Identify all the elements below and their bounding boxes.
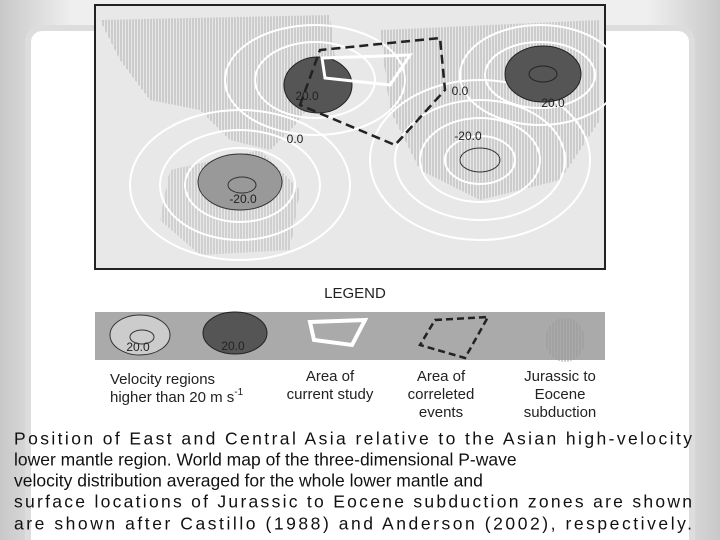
- legend-text: Eocene: [535, 386, 586, 403]
- contour-label: 0.0: [287, 132, 304, 146]
- map: [94, 4, 621, 270]
- swatch-label: 20.0: [126, 340, 150, 354]
- legend-text: subduction: [524, 404, 597, 421]
- caption-line: lower mantle region. World map of the th…: [14, 450, 517, 470]
- legend: LEGEND 20.0 20.0 Velocity regions higher…: [95, 270, 605, 422]
- contour-label: -20.0: [229, 192, 257, 206]
- contour-labels: 20.0 0.0 20.0 0.0 -20.0 -20.0: [229, 84, 565, 206]
- legend-text: higher than 20 m s: [110, 389, 234, 406]
- caption-line: surface locations of Jurassic to Eocene …: [14, 492, 692, 512]
- legend-title: LEGEND: [324, 285, 386, 302]
- caption-line: are shown after Castillo (1988) and Ande…: [14, 514, 692, 534]
- caption: Position of East and Central Asia relati…: [14, 429, 692, 534]
- legend-text: Velocity regions: [110, 371, 215, 388]
- contour-label: -20.0: [454, 129, 482, 143]
- legend-text: Area of: [417, 368, 466, 385]
- contour-label: 20.0: [295, 89, 319, 103]
- contour-label: 20.0: [541, 96, 565, 110]
- legend-text: Area of: [306, 368, 355, 385]
- legend-text: events: [419, 404, 463, 421]
- caption-line: velocity distribution averaged for the w…: [14, 471, 483, 491]
- legend-text: correleted: [408, 386, 475, 403]
- legend-text: Jurassic to: [524, 368, 596, 385]
- swatch-label: 20.0: [221, 339, 245, 353]
- legend-text: current study: [287, 386, 374, 403]
- legend-text: higher than 20 m s-1: [110, 387, 244, 406]
- superscript: -1: [234, 387, 243, 398]
- contour-label: 0.0: [452, 84, 469, 98]
